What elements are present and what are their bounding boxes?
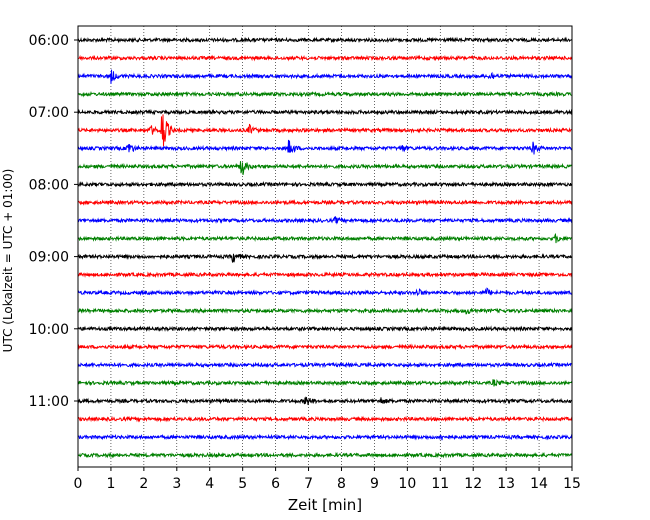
- seismic-trace: [77, 271, 573, 279]
- x-tick-label: 7: [304, 476, 313, 492]
- y-tick-label: 09:00: [29, 250, 69, 266]
- y-axis-label: UTC (Lokalzeit = UTC + 01:00): [1, 169, 15, 353]
- y-axis-ticks: 06:00 07:00 08:00 09:00 10:00 11:00: [29, 33, 78, 410]
- seismic-trace: [77, 54, 573, 62]
- x-tick-label: 10: [398, 476, 416, 492]
- x-tick-label: 1: [106, 476, 115, 492]
- x-axis-ticks: 0 1 2 3 4 5 6 7 8 9 10 11 12 13 14 15: [74, 467, 581, 492]
- seismic-trace: [77, 216, 573, 225]
- y-tick-label: 08:00: [29, 177, 69, 193]
- x-axis-label: Zeit [min]: [288, 496, 362, 514]
- seismic-trace: [77, 36, 573, 44]
- x-tick-label: 2: [139, 476, 148, 492]
- seismic-trace: [77, 433, 573, 441]
- y-tick-label: 07:00: [29, 105, 69, 121]
- x-tick-label: 11: [431, 476, 449, 492]
- seismic-trace: [77, 361, 573, 369]
- x-tick-label: 0: [74, 476, 83, 492]
- seismic-trace: [77, 307, 573, 315]
- x-tick-label: 13: [497, 476, 515, 492]
- seismic-trace: [77, 90, 573, 98]
- seismic-trace: [77, 232, 573, 244]
- seismic-trace: [77, 287, 573, 297]
- seismic-trace: [77, 161, 573, 176]
- x-tick-label: 5: [238, 476, 247, 492]
- seismic-trace: [77, 139, 573, 155]
- seismic-trace: [77, 253, 573, 264]
- x-tick-label: 6: [271, 476, 280, 492]
- seismic-traces: [77, 36, 573, 459]
- x-tick-label: 12: [464, 476, 482, 492]
- seismic-trace: [77, 415, 573, 423]
- plot-frame: [77, 25, 573, 468]
- seismic-trace: [77, 114, 573, 147]
- x-tick-label: 3: [172, 476, 181, 492]
- seismic-trace: [77, 198, 573, 206]
- y-tick-label: 10:00: [29, 322, 69, 338]
- seismic-trace: [77, 325, 573, 333]
- seismic-trace: [77, 451, 573, 459]
- seismic-trace: [77, 180, 573, 188]
- x-tick-label: 14: [530, 476, 548, 492]
- seismic-trace: [77, 69, 573, 84]
- x-tick-label: 4: [205, 476, 214, 492]
- y-tick-label: 11:00: [29, 394, 69, 410]
- x-tick-label: 8: [337, 476, 346, 492]
- x-tick-label: 9: [370, 476, 379, 492]
- x-tick-label: 15: [563, 476, 581, 492]
- seismic-trace: [77, 108, 573, 116]
- seismic-trace: [77, 378, 573, 387]
- seismic-trace: [77, 343, 573, 351]
- y-tick-label: 06:00: [29, 33, 69, 49]
- seismic-trace: [77, 396, 573, 406]
